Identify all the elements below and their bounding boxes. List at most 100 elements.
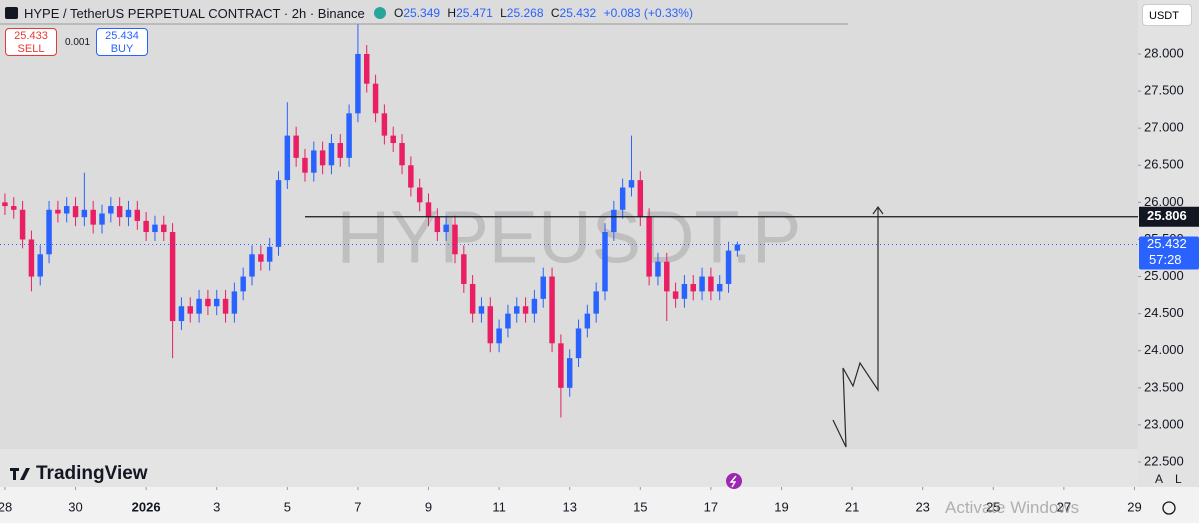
candle-body	[708, 276, 714, 292]
candle-body	[19, 209, 26, 240]
ohlc-value: 25.432	[559, 6, 597, 20]
chart-title: HYPE / TetherUS PERPETUAL CONTRACT · 2h …	[24, 6, 365, 21]
candle-body	[416, 187, 423, 203]
candle-body	[266, 246, 273, 262]
auto-button[interactable]: A	[1155, 472, 1164, 486]
price-label: 25.806	[1147, 208, 1187, 223]
candle-body	[46, 209, 52, 255]
buy-button[interactable]: 25.434 BUY	[96, 28, 148, 56]
overlay-text: Activate Windows	[945, 498, 1080, 517]
candle-body	[672, 291, 679, 299]
candle-body	[399, 143, 405, 166]
candle-body	[311, 150, 317, 173]
candle-body	[531, 298, 538, 314]
y-tick-label: 23.500	[1144, 379, 1184, 394]
candle-body	[196, 298, 202, 314]
ohlc-letter: H	[447, 6, 457, 20]
candle-body	[540, 276, 546, 299]
price-label-box	[1139, 206, 1199, 227]
event-icon-bolt	[729, 475, 737, 488]
spread: 0.001	[65, 37, 91, 48]
drawn-arrow	[832, 208, 879, 448]
y-tick-label: 24.500	[1144, 305, 1184, 320]
watermark: HYPEUSDT.P	[337, 196, 802, 279]
candle-body	[213, 298, 220, 307]
candle-body	[258, 254, 264, 262]
buy-price: 25.434	[105, 30, 139, 42]
y-tick-label: 26.000	[1144, 194, 1184, 209]
x-tick-label: 28	[0, 499, 12, 514]
y-tick-label: 27.000	[1144, 120, 1184, 135]
candle-body	[284, 135, 291, 181]
candle-body	[134, 209, 141, 221]
candle-body	[725, 250, 732, 284]
candle-body	[2, 202, 8, 207]
candle-body	[152, 224, 158, 233]
candle-body	[628, 180, 635, 188]
candle-body	[222, 298, 229, 314]
candle-body	[522, 306, 529, 314]
change: +0.083 (+0.33%)	[603, 6, 693, 20]
candle-body	[443, 224, 449, 233]
candle-body	[716, 283, 723, 292]
plot-area	[0, 0, 1138, 487]
candle-body	[566, 358, 573, 388]
candle-body	[505, 313, 511, 329]
candle-body	[452, 224, 458, 255]
event-icon[interactable]	[726, 473, 742, 489]
candle-body	[337, 143, 344, 158]
y-tick-label: 25.000	[1144, 268, 1184, 283]
candle-body	[37, 254, 43, 277]
settings-icon[interactable]	[1162, 501, 1176, 515]
candle-body	[346, 113, 352, 158]
candle-body	[584, 313, 591, 329]
candle-body	[293, 135, 299, 158]
x-tick-label: 29	[1127, 499, 1141, 514]
candle-body	[55, 209, 61, 214]
candle-body	[125, 209, 132, 218]
candle-body	[28, 239, 35, 277]
candle-body	[90, 209, 96, 225]
log-button[interactable]: L	[1175, 472, 1182, 486]
candle-body	[249, 254, 255, 277]
candle-body	[72, 206, 79, 218]
y-tick-label: 23.000	[1144, 416, 1184, 431]
currency-select[interactable]: USDT	[1142, 4, 1192, 26]
candle-body	[11, 206, 17, 210]
candle-body	[611, 209, 617, 233]
candle-body	[549, 276, 555, 344]
sell-button[interactable]: 25.433 SELL	[5, 28, 57, 56]
brand-logo	[10, 468, 30, 480]
y-tick-label: 24.000	[1144, 342, 1184, 357]
brand: TradingView	[36, 463, 148, 484]
candle-body	[681, 283, 688, 299]
candle-body	[319, 150, 326, 166]
y-tick-label: 26.500	[1144, 157, 1184, 172]
candle-body	[231, 291, 238, 314]
ohlc-header: O25.349 H25.471 L25.268 C25.432 +0.083 (…	[394, 6, 697, 20]
sell-label: SELL	[17, 43, 45, 55]
candle-body	[434, 217, 441, 233]
x-tick-label: 30	[68, 499, 82, 514]
x-tick-label: 19	[774, 499, 788, 514]
ohlc-letter: L	[500, 6, 507, 20]
y-tick-label: 22.500	[1144, 453, 1184, 468]
ohlc-letter: C	[550, 6, 560, 20]
lower-pane	[0, 449, 1138, 487]
candle-body	[602, 232, 608, 292]
candle-body	[646, 217, 652, 277]
x-tick-label: 21	[845, 499, 859, 514]
x-tick-label: 3	[213, 499, 220, 514]
candle-body	[487, 306, 494, 344]
candle-body	[187, 306, 193, 314]
candle-body	[469, 283, 476, 314]
x-tick-label: 2026	[132, 499, 161, 514]
candle-body	[558, 343, 564, 388]
buy-label: BUY	[110, 43, 134, 55]
candle-body	[478, 306, 485, 314]
x-tick-label: 13	[562, 499, 576, 514]
candle-body	[699, 276, 705, 292]
candle-body	[381, 113, 388, 136]
